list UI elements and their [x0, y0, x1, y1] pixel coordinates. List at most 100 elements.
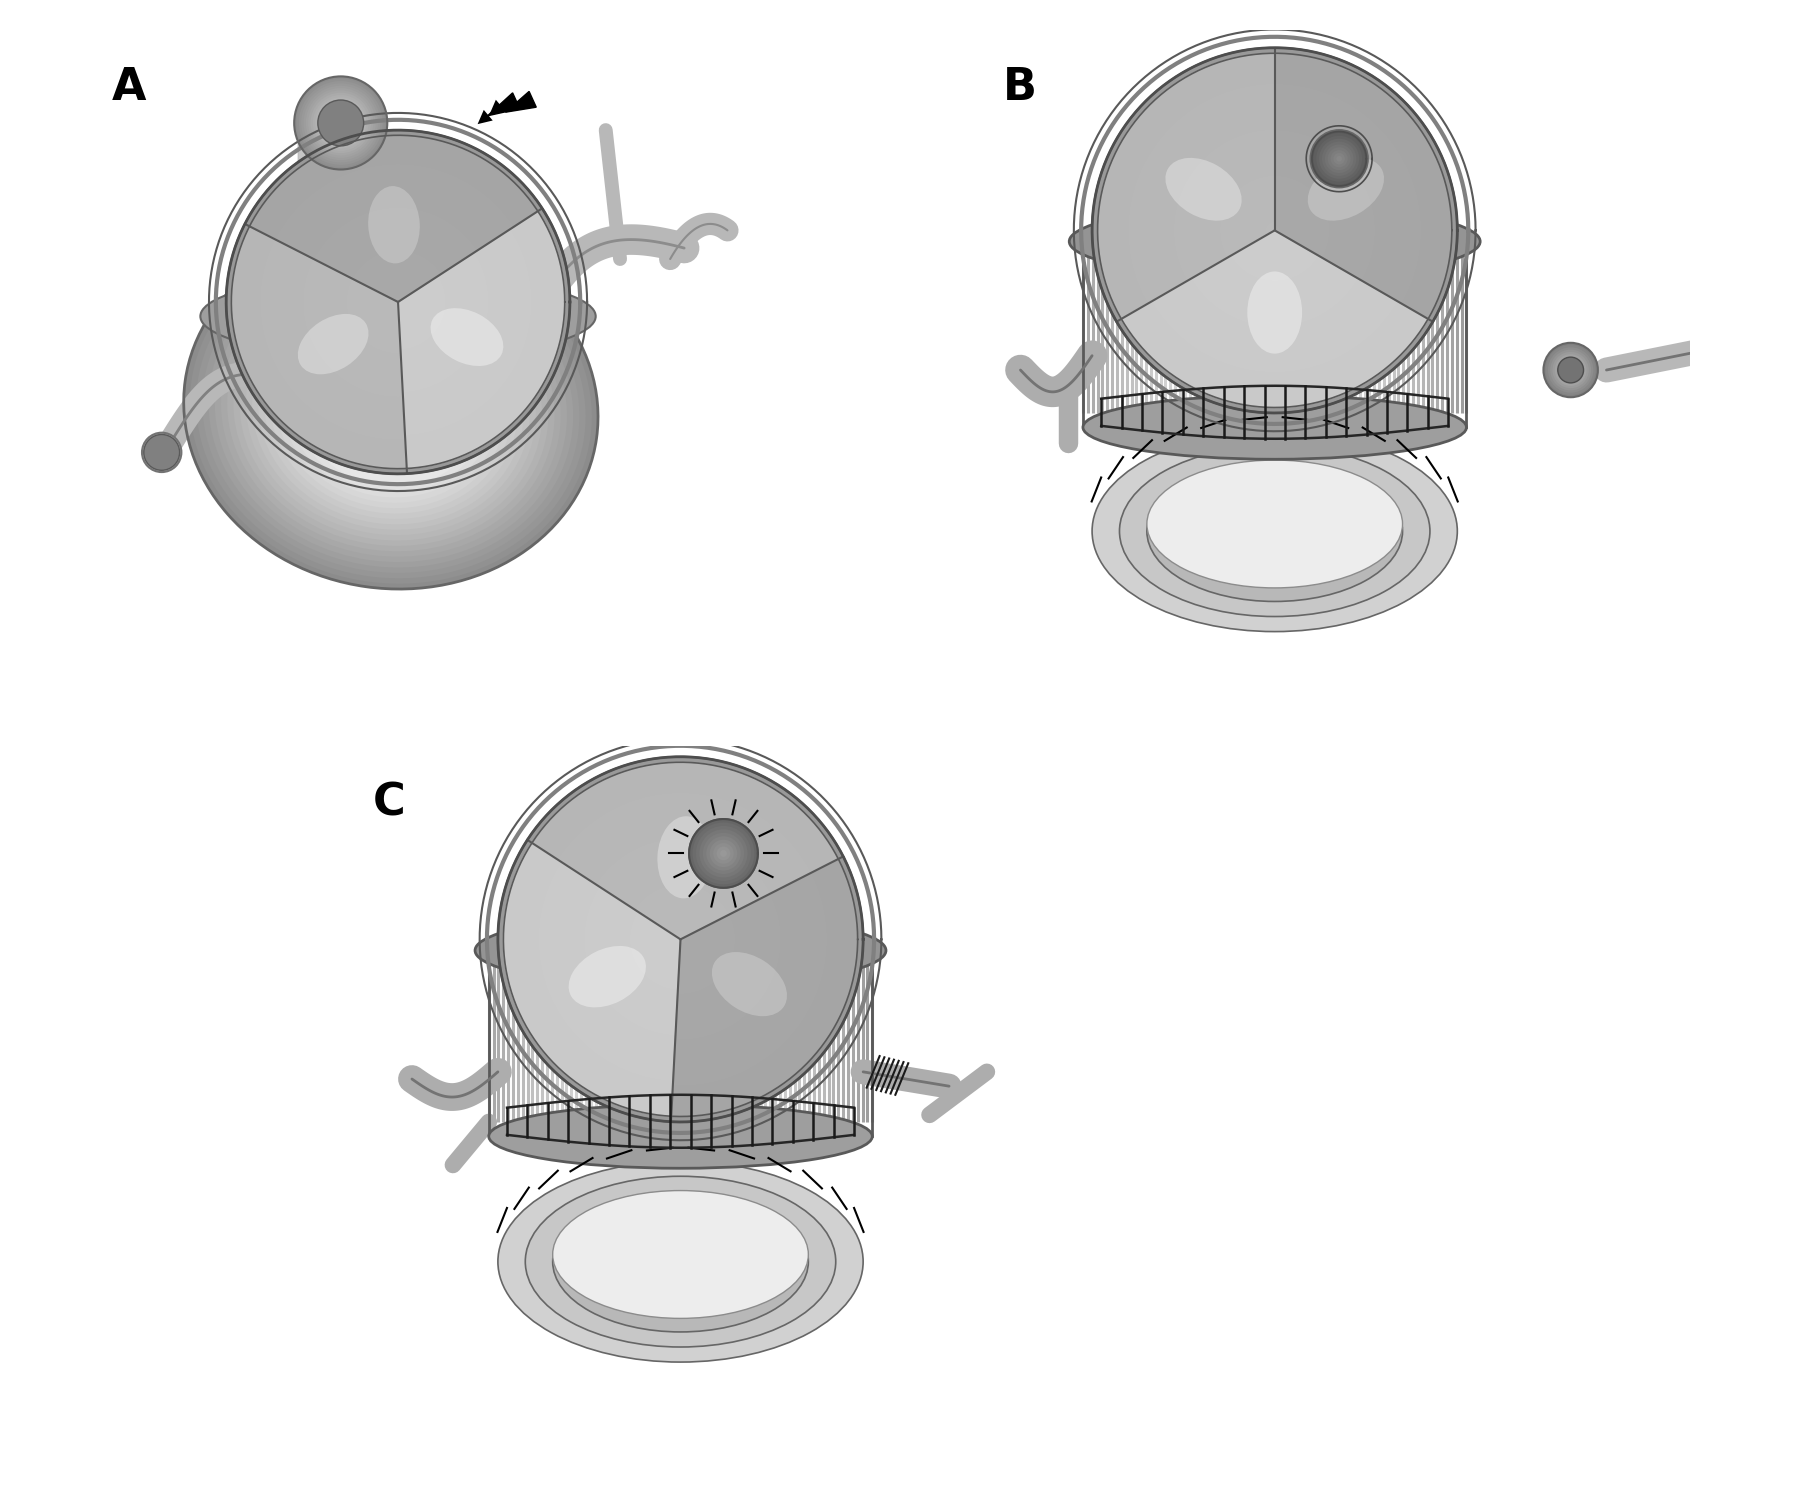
Polygon shape — [1274, 54, 1453, 319]
Ellipse shape — [1271, 225, 1280, 234]
Ellipse shape — [261, 164, 536, 440]
Ellipse shape — [351, 255, 445, 349]
Ellipse shape — [589, 847, 772, 1031]
Ellipse shape — [598, 858, 763, 1022]
Ellipse shape — [607, 867, 754, 1013]
Ellipse shape — [248, 152, 549, 452]
Ellipse shape — [535, 794, 826, 1086]
Ellipse shape — [553, 1191, 808, 1319]
Ellipse shape — [666, 925, 695, 953]
Ellipse shape — [230, 134, 565, 470]
Ellipse shape — [475, 915, 886, 988]
Ellipse shape — [376, 280, 419, 324]
Ellipse shape — [322, 104, 360, 142]
Ellipse shape — [142, 433, 182, 471]
Ellipse shape — [313, 95, 369, 151]
Ellipse shape — [247, 283, 536, 536]
Ellipse shape — [693, 822, 754, 885]
Ellipse shape — [308, 91, 373, 155]
Ellipse shape — [544, 803, 817, 1076]
Ellipse shape — [239, 143, 556, 461]
Ellipse shape — [338, 242, 459, 363]
Ellipse shape — [1093, 431, 1458, 631]
Ellipse shape — [346, 251, 450, 354]
Ellipse shape — [567, 825, 794, 1053]
Ellipse shape — [315, 97, 367, 149]
Ellipse shape — [1084, 395, 1467, 460]
Ellipse shape — [331, 113, 349, 133]
Ellipse shape — [1566, 366, 1575, 374]
Polygon shape — [1121, 230, 1427, 407]
Ellipse shape — [648, 907, 713, 971]
Ellipse shape — [1069, 204, 1480, 278]
Ellipse shape — [360, 263, 437, 340]
Ellipse shape — [326, 228, 472, 374]
Ellipse shape — [1251, 207, 1298, 254]
Ellipse shape — [297, 313, 369, 374]
Ellipse shape — [342, 246, 454, 358]
Ellipse shape — [1330, 151, 1348, 167]
Ellipse shape — [1224, 181, 1325, 280]
Ellipse shape — [549, 807, 814, 1071]
Ellipse shape — [1233, 189, 1316, 272]
Ellipse shape — [243, 148, 553, 457]
Ellipse shape — [702, 833, 743, 874]
Ellipse shape — [553, 812, 808, 1067]
Ellipse shape — [274, 178, 522, 427]
Ellipse shape — [320, 225, 475, 379]
Ellipse shape — [394, 298, 403, 306]
Ellipse shape — [639, 898, 722, 980]
Ellipse shape — [382, 285, 416, 319]
Polygon shape — [671, 859, 857, 1116]
Text: C: C — [373, 782, 405, 825]
Ellipse shape — [517, 774, 844, 1104]
Ellipse shape — [1256, 212, 1292, 249]
Ellipse shape — [1134, 90, 1417, 372]
Ellipse shape — [1321, 142, 1357, 176]
Ellipse shape — [184, 230, 598, 589]
Ellipse shape — [1546, 345, 1595, 395]
Ellipse shape — [277, 310, 504, 509]
Ellipse shape — [526, 1176, 835, 1347]
Ellipse shape — [302, 333, 481, 486]
Polygon shape — [488, 93, 520, 116]
Ellipse shape — [333, 237, 463, 367]
Ellipse shape — [716, 846, 731, 861]
Ellipse shape — [317, 221, 479, 383]
Ellipse shape — [277, 182, 518, 422]
Ellipse shape — [297, 79, 385, 167]
Ellipse shape — [671, 930, 689, 949]
Ellipse shape — [1147, 460, 1402, 588]
Ellipse shape — [1183, 139, 1366, 322]
Ellipse shape — [1325, 145, 1354, 173]
Ellipse shape — [1111, 66, 1438, 395]
Ellipse shape — [295, 327, 486, 492]
Ellipse shape — [1555, 354, 1586, 386]
Polygon shape — [1098, 54, 1274, 319]
Ellipse shape — [324, 106, 356, 139]
Ellipse shape — [328, 109, 355, 137]
Ellipse shape — [1147, 103, 1402, 358]
Ellipse shape — [270, 173, 527, 431]
Ellipse shape — [338, 121, 344, 125]
Ellipse shape — [653, 912, 707, 967]
Ellipse shape — [709, 840, 738, 867]
Ellipse shape — [621, 880, 740, 998]
Ellipse shape — [1557, 357, 1584, 383]
Ellipse shape — [689, 819, 758, 888]
Ellipse shape — [538, 798, 823, 1080]
Ellipse shape — [1096, 52, 1453, 409]
Ellipse shape — [283, 316, 499, 503]
Ellipse shape — [373, 276, 423, 328]
Ellipse shape — [1147, 461, 1402, 601]
Ellipse shape — [221, 263, 562, 557]
Polygon shape — [398, 212, 565, 468]
Ellipse shape — [1548, 348, 1593, 392]
Ellipse shape — [1553, 352, 1589, 388]
Ellipse shape — [252, 155, 544, 448]
Ellipse shape — [1564, 363, 1577, 377]
Ellipse shape — [1262, 216, 1289, 245]
Ellipse shape — [553, 1191, 808, 1332]
Ellipse shape — [299, 81, 383, 164]
Ellipse shape — [317, 100, 364, 146]
